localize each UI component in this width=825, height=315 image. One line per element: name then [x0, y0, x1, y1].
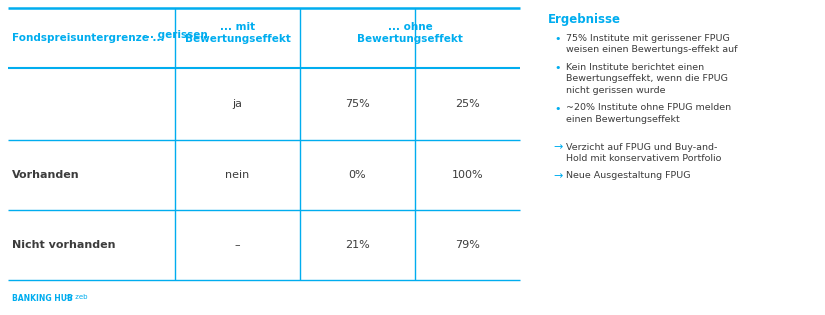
- Text: Nicht vorhanden: Nicht vorhanden: [12, 240, 116, 250]
- Text: –: –: [234, 240, 240, 250]
- Text: 75% Institute mit gerissener FPUG
weisen einen Bewertungs-effekt auf: 75% Institute mit gerissener FPUG weisen…: [566, 34, 738, 54]
- Text: Neue Ausgestaltung FPUG: Neue Ausgestaltung FPUG: [566, 171, 691, 180]
- Text: nein: nein: [225, 170, 250, 180]
- Text: 0%: 0%: [349, 170, 366, 180]
- Text: •: •: [554, 104, 560, 113]
- Text: ... mit
Bewertungseffekt: ... mit Bewertungseffekt: [185, 22, 290, 44]
- Text: ja: ja: [233, 99, 243, 109]
- Text: Kein Institute berichtet einen
Bewertungseffekt, wenn die FPUG
nicht gerissen wu: Kein Institute berichtet einen Bewertung…: [566, 63, 728, 95]
- Text: Vorhanden: Vorhanden: [12, 170, 80, 180]
- Text: •: •: [554, 63, 560, 73]
- Text: 100%: 100%: [452, 170, 483, 180]
- Text: ~20% Institute ohne FPUG melden
einen Bewertungseffekt: ~20% Institute ohne FPUG melden einen Be…: [566, 104, 731, 124]
- Text: Verzicht auf FPUG und Buy-and-
Hold mit konservativem Portfolio: Verzicht auf FPUG und Buy-and- Hold mit …: [566, 142, 721, 163]
- Text: •: •: [554, 34, 560, 44]
- Text: ... ohne
Bewertungseffekt: ... ohne Bewertungseffekt: [357, 22, 463, 44]
- Text: 21%: 21%: [345, 240, 370, 250]
- Text: 75%: 75%: [345, 99, 370, 109]
- Text: 79%: 79%: [455, 240, 480, 250]
- Text: ... gerissen: ... gerissen: [142, 30, 208, 40]
- Text: 25%: 25%: [455, 99, 480, 109]
- Text: Ergebnisse: Ergebnisse: [548, 13, 621, 26]
- Text: →: →: [553, 142, 563, 152]
- Text: by zeb: by zeb: [60, 294, 87, 300]
- Text: →: →: [553, 171, 563, 181]
- Text: BANKING HUB: BANKING HUB: [12, 294, 73, 303]
- Text: Fondspreisuntergrenze ...: Fondspreisuntergrenze ...: [12, 33, 164, 43]
